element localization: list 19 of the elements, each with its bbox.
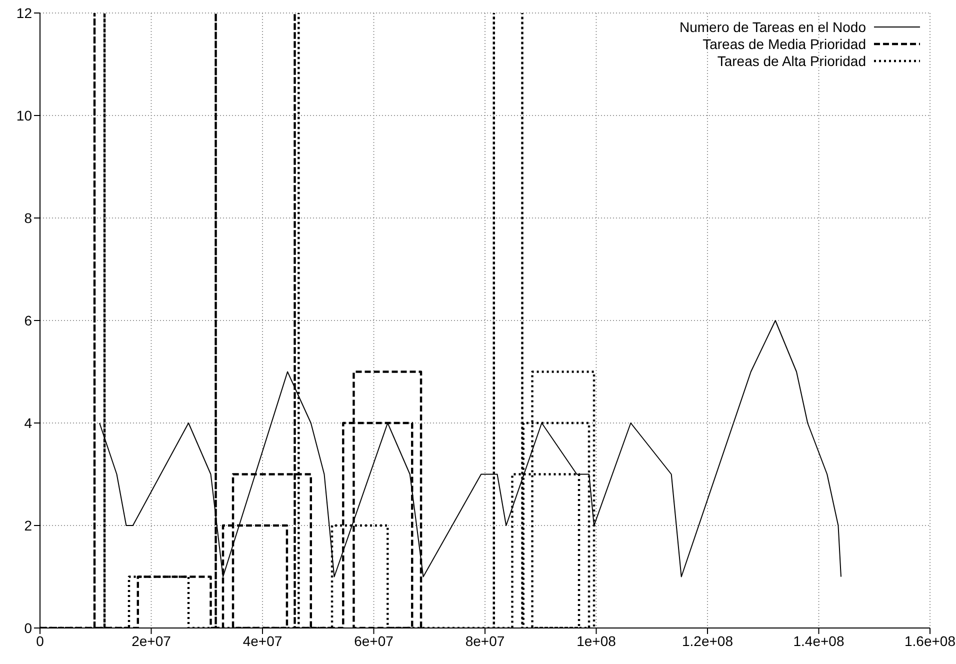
legend-label: Numero de Tareas en el Nodo [679,18,866,34]
y-tick-label: 0 [24,620,32,636]
x-tick-label: 1.2e+08 [682,632,734,649]
legend-label: Tareas de Media Prioridad [702,36,866,52]
legend-label: Tareas de Alta Prioridad [717,52,866,68]
y-tick-label: 12 [16,4,32,21]
y-tick-label: 8 [24,210,32,226]
x-tick-label: 1.6e+08 [904,632,956,649]
x-tick-label: 8e+07 [465,632,505,649]
x-tick-label: 6e+07 [354,632,394,649]
x-tick-label: 4e+07 [242,632,282,649]
y-tick-label: 2 [24,517,32,534]
x-tick-label: 1e+08 [576,632,616,649]
x-tick-label: 0 [36,632,44,649]
y-tick-label: 4 [24,414,32,431]
y-tick-label: 10 [16,107,32,124]
y-tick-label: 6 [24,312,32,328]
x-tick-label: 2e+07 [132,632,172,649]
x-tick-label: 1.4e+08 [793,632,844,649]
